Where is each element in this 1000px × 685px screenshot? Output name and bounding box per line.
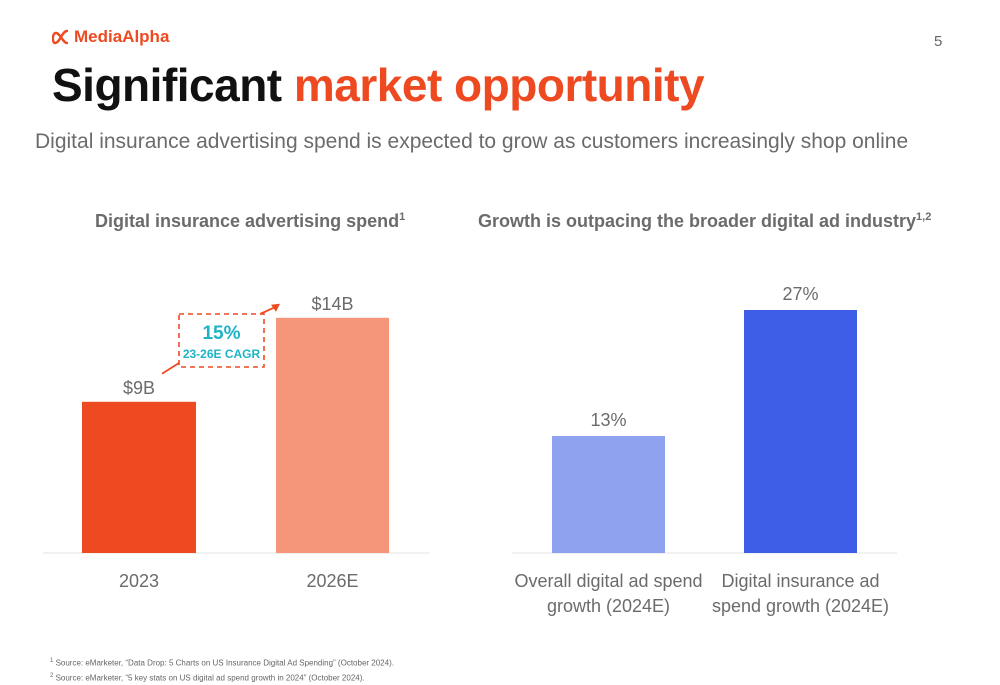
right-category-label-line: Digital insurance ad: [721, 571, 879, 591]
left-chart-title-sup: 1: [399, 211, 406, 223]
right-bar-1: [552, 436, 665, 553]
page-number: 5: [934, 33, 943, 50]
logo: MediaAlpha: [52, 27, 169, 47]
right-chart-title: Growth is outpacing the broader digital …: [478, 211, 931, 232]
right-chart-title-text: Growth is outpacing the broader digital …: [478, 211, 917, 231]
footnote-1: 1 Source: eMarketer, “Data Drop: 5 Chart…: [50, 658, 394, 668]
logo-text: MediaAlpha: [74, 27, 170, 46]
left-bar-value-label: $14B: [311, 294, 353, 314]
left-bar-2023: [82, 401, 196, 553]
left-category-label: 2026E: [306, 571, 358, 591]
footnotes: 1 Source: eMarketer, “Data Drop: 5 Chart…: [50, 655, 394, 684]
title-part-accent: market opportunity: [293, 59, 705, 111]
right-bar-2: [744, 310, 857, 553]
right-category-label-line: spend growth (2024E): [712, 596, 889, 616]
right-category-label-line: Overall digital ad spend: [514, 571, 702, 591]
left-chart-title-text: Digital insurance advertising spend: [95, 211, 400, 231]
left-bar-2026e: [276, 317, 389, 553]
left-chart-title: Digital insurance advertising spend1: [95, 211, 405, 232]
left-bar-value-label: $9B: [123, 378, 155, 398]
right-chart-title-sup: 1,2: [916, 211, 932, 223]
left-category-label: 2023: [119, 571, 159, 591]
title-part-black: Significant: [52, 59, 282, 111]
cagr-value: 15%: [202, 323, 240, 344]
page-subtitle: Digital insurance advertising spend is e…: [35, 130, 909, 153]
cagr-box: [178, 313, 265, 368]
footnote-2: 2 Source: eMarketer, “5 key stats on US …: [50, 672, 365, 683]
alpha-logo-icon: [52, 29, 69, 45]
cagr-arrowhead-icon: [271, 303, 280, 312]
right-bar-value-label: 13%: [590, 410, 626, 430]
cagr-label: 23-26E CAGR: [183, 347, 261, 361]
right-category-label-line: growth (2024E): [547, 596, 670, 616]
cagr-connector-in: [161, 362, 180, 375]
page-title: Significant market opportunity: [52, 58, 705, 112]
right-bar-value-label: 27%: [782, 284, 818, 304]
